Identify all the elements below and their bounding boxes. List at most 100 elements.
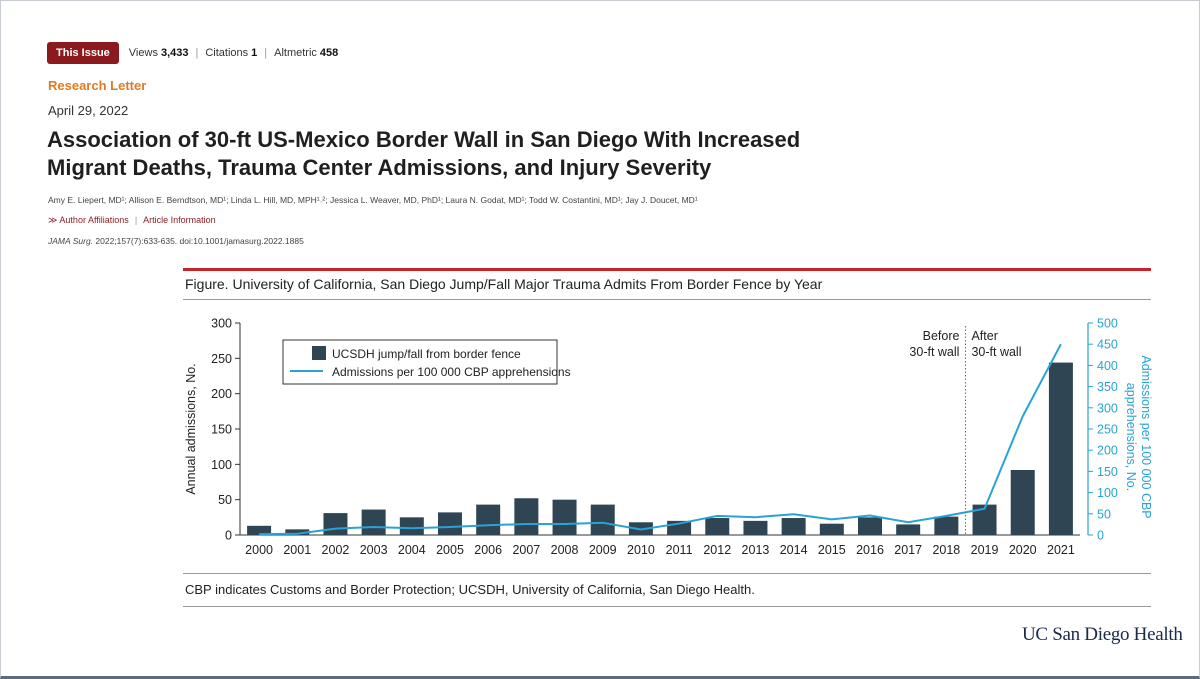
legend-bar-swatch [312,346,326,360]
x-tick-label: 2012 [703,543,731,557]
right-axis-label-line-2: apprehensions, No. [1124,383,1138,491]
citations-metric[interactable]: Citations 1 [205,47,257,59]
x-tick-label: 2000 [245,543,273,557]
x-tick-label: 2015 [818,543,846,557]
right-axis-tick-label: 100 [1097,486,1118,500]
metric-divider: | [264,47,268,59]
x-tick-label: 2006 [474,543,502,557]
x-tick-label: 2010 [627,543,655,557]
x-tick-label: 2018 [932,543,960,557]
x-tick-label: 2013 [742,543,770,557]
article-title-line-1: Association of 30-ft US-Mexico Border Wa… [47,127,801,152]
altmetric-metric[interactable]: Altmetric 458 [274,47,338,59]
views-label: Views [128,47,158,59]
right-axis-tick-label: 400 [1097,359,1118,373]
chart-legend [282,339,558,385]
bar-2001 [285,529,310,535]
bar-2003 [361,509,386,535]
right-axis-tick-label: 50 [1097,507,1111,521]
legend-line-label: Admissions per 100 000 CBP apprehensions [332,365,571,379]
article-metrics-bar: This Issue Views 3,433 | Citations 1 | A… [47,42,338,64]
views-value: 3,433 [160,47,189,59]
article-information-link[interactable]: Article Information [143,215,216,225]
bar-2013 [743,520,768,535]
x-tick-label: 2007 [512,543,540,557]
bar-2002 [323,513,348,535]
left-axis-tick-label: 250 [211,352,232,366]
x-tick-label: 2016 [856,543,884,557]
bar-2020 [1010,469,1035,535]
citation-line: JAMA Surg. 2022;157(7):633-635. doi:10.1… [48,236,304,246]
x-tick-label: 2002 [322,543,350,557]
bar-2008 [552,499,577,535]
bar-2004 [399,517,424,535]
x-tick-label: 2017 [894,543,922,557]
right-axis-tick-label: 500 [1097,317,1118,331]
bar-2006 [476,504,501,535]
left-axis-tick-label: 100 [211,458,232,472]
x-tick-label: 2003 [360,543,388,557]
after-wall-label: 30-ft wall [971,345,1021,359]
x-tick-label: 2005 [436,543,464,557]
article-title: Association of 30-ft US-Mexico Border Wa… [47,126,867,182]
altmetric-value: 458 [319,47,339,59]
right-axis-tick-label: 0 [1097,529,1104,543]
article-title-line-2: Migrant Deaths, Trauma Center Admissions… [47,155,712,180]
author-affiliations-link[interactable]: ≫ Author Affiliations [48,215,129,225]
right-axis-tick-label: 250 [1097,423,1118,437]
x-tick-label: 2011 [666,543,693,557]
journal-name: JAMA Surg. [48,236,94,246]
bar-2021 [1048,362,1073,535]
bar-2009 [590,504,615,535]
bar-2018 [934,516,959,535]
bar-2017 [896,524,921,535]
legend-bar-label: UCSDH jump/fall from border fence [332,347,521,361]
bar-2007 [514,498,539,535]
left-axis-tick-label: 50 [218,493,232,507]
x-tick-label: 2001 [283,543,311,557]
link-divider: | [134,215,138,225]
altmetric-label: Altmetric [274,47,317,59]
citations-value: 1 [251,47,258,59]
right-axis-tick-label: 450 [1097,338,1118,352]
right-axis-tick-label: 300 [1097,401,1118,415]
left-axis-tick-label: 300 [211,317,232,331]
figure-note-rule [183,573,1151,574]
bar-2016 [858,517,882,535]
this-issue-button[interactable]: This Issue [47,42,119,64]
x-tick-label: 2014 [780,543,808,557]
figure-bottom-rule [183,606,1151,607]
bar-2015 [819,523,844,535]
article-type: Research Letter [48,78,147,93]
after-wall-label: After [971,329,997,343]
left-axis-tick-label: 150 [211,423,232,437]
citations-label: Citations [205,47,249,59]
article-links: ≫ Author Affiliations | Article Informat… [48,215,216,226]
x-tick-label: 2020 [1009,543,1037,557]
author-list: Amy E. Liepert, MD¹; Allison E. Berndtso… [48,195,698,205]
cbp-admissions-line [259,343,1062,536]
bar-2014 [781,518,806,535]
left-axis-label: Annual admissions, No. [184,363,198,494]
figure-top-rule [183,268,1151,271]
uc-san-diego-health-logo: UC San Diego Health [1022,624,1183,645]
before-wall-label: 30-ft wall [909,345,959,359]
bar-2005 [438,512,462,535]
bar-2000 [247,525,272,535]
views-metric: Views 3,433 [129,47,189,59]
before-wall-label: Before [923,329,960,343]
x-tick-label: 2004 [398,543,426,557]
x-tick-label: 2008 [551,543,579,557]
figure-note: CBP indicates Customs and Border Protect… [185,582,755,597]
citation-details: 2022;157(7):633-635. doi:10.1001/jamasur… [93,236,304,246]
right-axis-tick-label: 200 [1097,444,1118,458]
right-axis-tick-label: 150 [1097,465,1118,479]
publication-date: April 29, 2022 [48,103,129,118]
x-tick-label: 2019 [971,543,999,557]
figure-title: Figure. University of California, San Di… [185,276,823,292]
right-axis-tick-label: 350 [1097,380,1118,394]
metric-divider: | [195,47,199,59]
x-tick-label: 2021 [1047,543,1075,557]
x-tick-label: 2009 [589,543,617,557]
